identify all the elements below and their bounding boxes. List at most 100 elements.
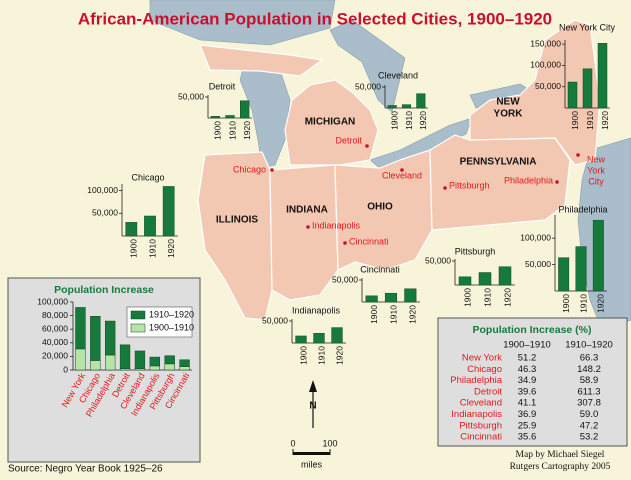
y-tick-label: 50,000	[262, 315, 288, 325]
table-header: 1910–1920	[565, 340, 613, 351]
city-label: Detroit	[335, 135, 362, 145]
city-dot	[270, 168, 274, 172]
scale-label: 100	[322, 438, 337, 448]
table-city: Pittsburgh	[459, 420, 502, 431]
x-tick-label: 1900	[389, 111, 399, 130]
credit: Map by Michael Siegel	[516, 450, 605, 460]
city-label: Pittsburgh	[449, 180, 490, 190]
x-tick-label: 1900	[129, 239, 139, 258]
city-label: City	[588, 176, 604, 186]
x-tick-label: 1920	[334, 346, 344, 365]
bar-segment	[90, 316, 101, 361]
table-cell: 39.6	[518, 386, 537, 397]
mini-chart-title: Detroit	[209, 81, 236, 91]
x-tick-label: 1910	[316, 346, 326, 365]
bar	[125, 222, 138, 237]
x-tick-label: 1900	[570, 111, 580, 130]
table-cell: 59.0	[580, 409, 599, 420]
bar	[567, 81, 578, 109]
y-tick-label: 50,000	[92, 208, 118, 218]
y-tick-label: 50,000	[332, 274, 358, 284]
bar	[582, 68, 593, 109]
state-label: OHIO	[367, 202, 393, 213]
x-tick-label: 1920	[242, 121, 252, 140]
bar-segment	[164, 355, 175, 365]
y-tick-label: 100,000	[87, 185, 118, 195]
table-cell: 41.1	[518, 398, 537, 409]
north-arrow: N	[309, 380, 317, 428]
x-tick-label: 1900	[462, 288, 472, 307]
bar	[331, 327, 343, 344]
city-dot	[555, 180, 559, 184]
x-tick-label: 1910	[404, 111, 414, 130]
bar-segment	[105, 354, 116, 371]
mini-chart-title: Pittsburgh	[455, 246, 496, 256]
legend-swatch	[130, 323, 146, 333]
bar	[401, 104, 412, 109]
table-panel	[437, 317, 628, 447]
city-dot	[365, 144, 369, 148]
x-tick-label: 1910	[388, 305, 398, 324]
bar	[295, 335, 307, 344]
map-title: African-American Population in Selected …	[78, 9, 552, 28]
x-tick-label: 1910	[585, 111, 595, 130]
mini-chart-title: New York City	[559, 22, 616, 32]
bar	[240, 100, 250, 119]
x-tick-label: 1920	[502, 288, 512, 307]
table-city: Philadelphia	[450, 375, 502, 386]
table-cell: 148.2	[577, 364, 601, 375]
y-tick-label: 20,000	[42, 351, 68, 361]
legend-swatch	[130, 310, 146, 320]
x-tick-label: 1910	[482, 288, 492, 307]
table-title: Population Increase (%)	[472, 324, 591, 336]
table-city: Detroit	[474, 386, 502, 397]
panel-title: Population Increase	[54, 284, 154, 296]
city-label: Philadelphia	[504, 175, 553, 185]
bar-segment	[179, 359, 190, 367]
city-label: Chicago	[233, 164, 266, 174]
states	[197, 19, 601, 321]
y-tick-label: 80,000	[42, 310, 68, 320]
north-label: N	[309, 401, 316, 412]
bar	[210, 116, 220, 119]
city-dot	[400, 168, 404, 172]
bar	[597, 43, 608, 109]
city-dot	[343, 241, 347, 245]
city-dot	[306, 225, 310, 229]
state-label: INDIANA	[286, 205, 328, 216]
table-cell: 58.9	[580, 375, 599, 386]
source: Source: Negro Year Book 1925–26	[8, 464, 163, 475]
bar-segment	[90, 360, 101, 371]
table-cell: 35.6	[518, 432, 537, 443]
bar	[478, 272, 492, 286]
table-city: Chicago	[467, 364, 502, 375]
table-header: 1900–1910	[503, 340, 551, 351]
bar	[592, 219, 604, 292]
table-cell: 51.2	[518, 353, 537, 364]
scale-label: 0	[290, 438, 295, 448]
x-tick-label: 1900	[561, 294, 571, 313]
bar-segment	[105, 320, 116, 356]
table-cell: 34.9	[518, 375, 537, 386]
y-tick-label: 50,000	[425, 255, 451, 265]
bar	[558, 257, 570, 292]
city-label: Indianapolis	[312, 220, 361, 230]
bar	[575, 246, 587, 292]
mini-chart-title: Chicago	[131, 172, 164, 182]
bar-segment	[75, 307, 86, 350]
bar	[384, 292, 398, 303]
y-tick-label: 100,000	[520, 232, 551, 242]
y-tick-label: 100,000	[530, 60, 561, 70]
table-cell: 25.9	[518, 420, 537, 431]
table-city: Cincinnati	[460, 432, 502, 443]
bar-segment	[149, 356, 160, 367]
state-label: ILLINOIS	[216, 215, 259, 226]
state-label: PENNSYLVANIA	[460, 157, 537, 168]
table-cell: 66.3	[580, 353, 599, 364]
bar	[387, 105, 397, 109]
city-dot	[443, 186, 447, 190]
table-cell: 47.2	[580, 420, 599, 431]
table-cell: 307.8	[577, 398, 601, 409]
